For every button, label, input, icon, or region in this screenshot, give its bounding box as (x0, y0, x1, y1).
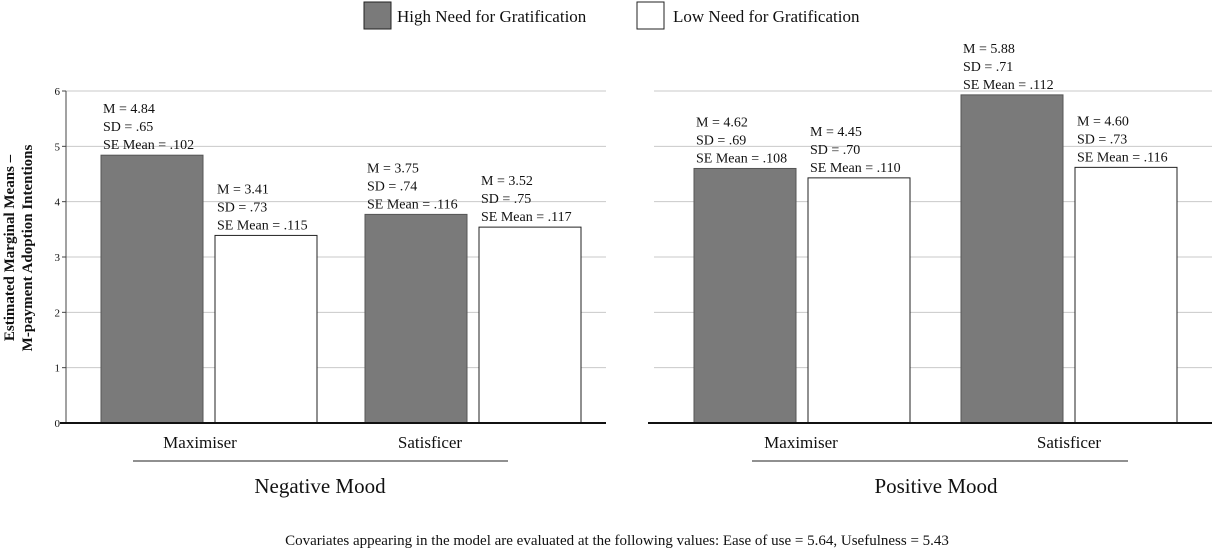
y-tick-label: 1 (55, 363, 61, 375)
legend-swatch-high (363, 1, 392, 30)
bar (364, 213, 468, 424)
y-tick-label: 3 (55, 252, 61, 264)
legend-swatch-low (636, 1, 665, 30)
panel-title: Negative Mood (254, 474, 386, 498)
legend-label-low: Low Need for Gratification (673, 7, 860, 26)
bar (214, 234, 318, 424)
data-label: M = 5.88 SD = .71 SE Mean = .112 (963, 42, 1054, 93)
data-label: M = 4.84 SD = .65 SE Mean = .102 (103, 102, 194, 153)
legend-label-high: High Need for Gratification (397, 7, 587, 26)
bar (100, 154, 204, 424)
data-label: M = 4.60 SD = .73 SE Mean = .116 (1077, 114, 1168, 165)
bar (478, 226, 582, 424)
data-label: M = 4.62 SD = .69 SE Mean = .108 (696, 115, 787, 166)
y-axis-label: Estimated Marginal Means – M-payment Ado… (2, 144, 36, 351)
y-tick-label: 6 (55, 86, 61, 98)
category-label: Satisficer (1037, 433, 1102, 452)
category-label: Maximiser (764, 433, 838, 452)
legend: High Need for Gratification Low Need for… (363, 1, 860, 30)
y-axis-label-line2: M-payment Adoption Intentions (20, 144, 36, 351)
panels: 0 1 2 3 4 5 6 M = 4.84 SD = .65 SE Mean = .102 M =… (55, 42, 1212, 498)
category-label: Maximiser (163, 433, 237, 452)
y-axis-label-line1: Estimated Marginal Means – (2, 154, 18, 341)
y-tick-label: 0 (55, 418, 61, 430)
y-tick-label: 2 (55, 307, 61, 319)
y-tick-label: 4 (55, 197, 61, 209)
panel-title: Positive Mood (874, 474, 998, 498)
bar (1074, 166, 1178, 424)
data-label: M = 3.52 SD = .75 SE Mean = .117 (481, 174, 572, 225)
data-label: M = 3.41 SD = .73 SE Mean = .115 (217, 182, 308, 233)
footnote: Covariates appearing in the model are ev… (285, 533, 949, 549)
y-tick-label: 5 (55, 141, 61, 153)
bar (693, 167, 797, 424)
data-label: M = 4.45 SD = .70 SE Mean = .110 (810, 125, 901, 176)
bar (807, 177, 911, 424)
bar (960, 94, 1064, 424)
data-label: M = 3.75 SD = .74 SE Mean = .116 (367, 161, 458, 212)
category-label: Satisficer (398, 433, 463, 452)
